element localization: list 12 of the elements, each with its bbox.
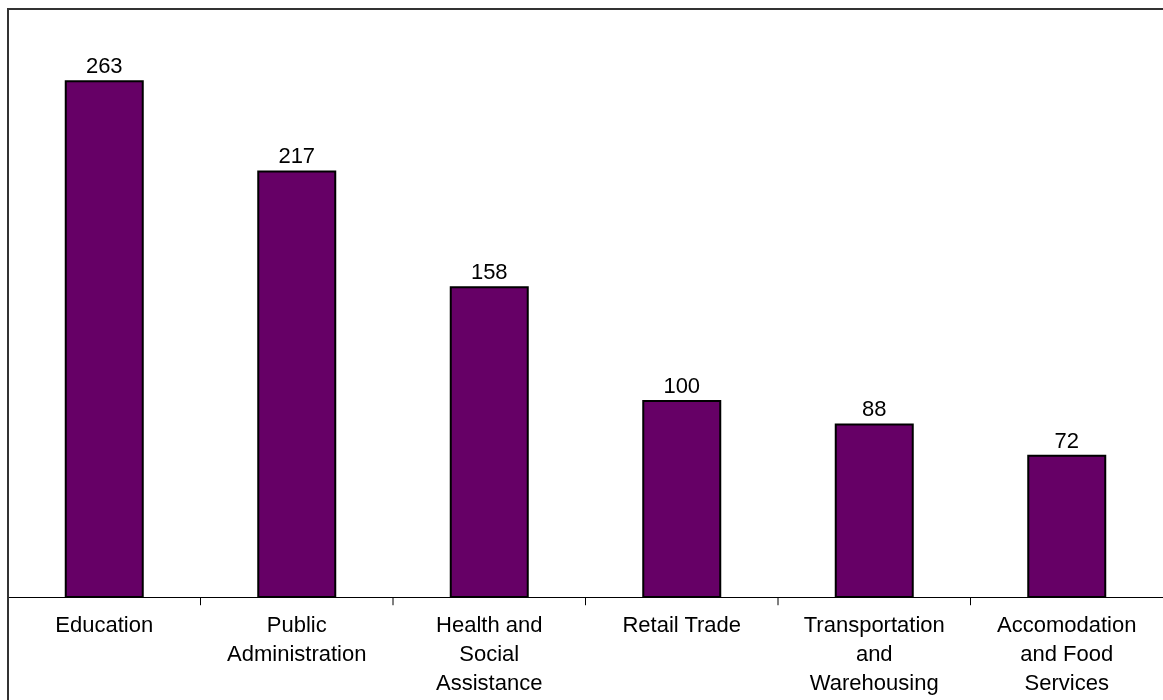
data-label: 100 (663, 372, 701, 398)
x-tick-label: Retail Trade (622, 612, 742, 638)
data-label: 158 (470, 259, 508, 285)
data-label: 72 (1054, 427, 1079, 453)
x-tick-label: Education (55, 612, 154, 638)
x-tick-label: Transportation and Warehousing (803, 612, 945, 695)
data-label: 217 (278, 143, 316, 169)
data-label: 88 (862, 396, 887, 422)
x-tick-label: Health and Social Assistance (436, 612, 543, 695)
x-tick-label: Accomodation and Food Services (997, 612, 1137, 695)
data-label: 263 (85, 53, 123, 79)
x-tick-label: Public Administration (227, 612, 367, 666)
